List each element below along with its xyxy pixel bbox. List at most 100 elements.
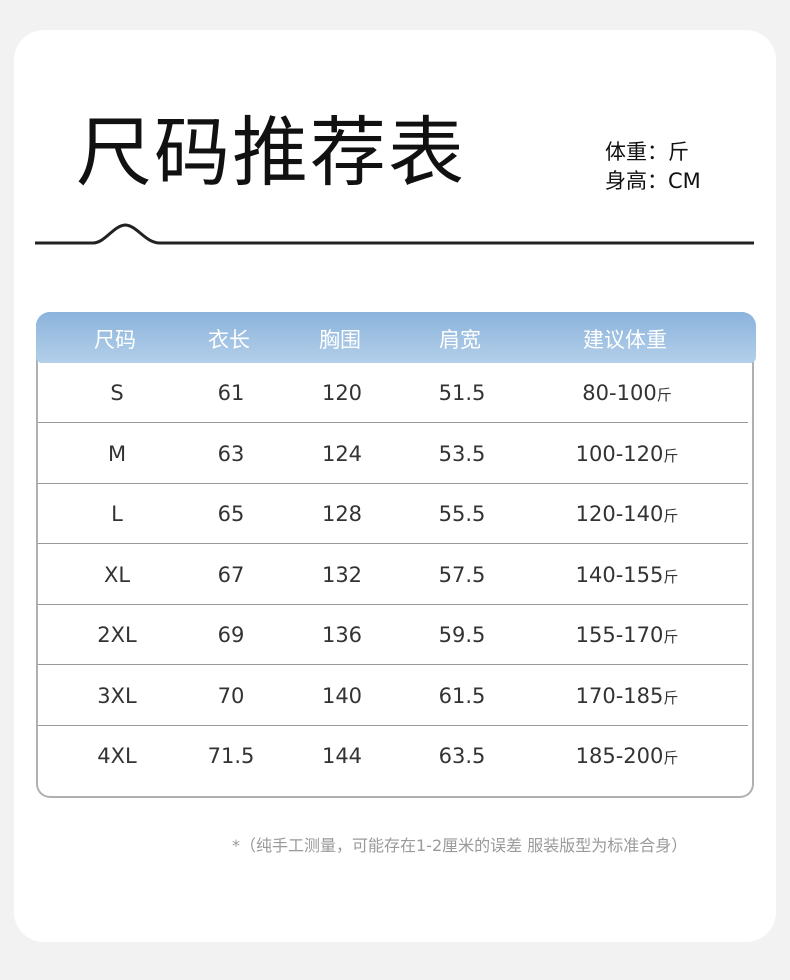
cell-value: 61 [217, 381, 245, 405]
cell-value: 3XL [97, 683, 137, 708]
cell-value: M [107, 441, 127, 466]
table-row: 4XL 71.5 144 63.5 185-200斤 [38, 726, 748, 786]
cell-value: 132 [321, 562, 363, 587]
cell-length: 67 [218, 563, 245, 587]
header-weight: 建议体重 [583, 328, 667, 352]
cell-value: 57.5 [438, 562, 486, 587]
cell-length: 70 [218, 684, 245, 708]
size-table: 尺码 衣长 胸围 肩宽 建议体重 S 61 120 51.5 80-100斤 M 63 124… [36, 312, 756, 798]
cell-value: XL [103, 562, 131, 587]
cell-value: 124 [321, 441, 363, 466]
cell-shoulder: 51.5 [439, 381, 486, 405]
cell-chest: 136 [322, 623, 362, 647]
cell-value: 59.5 [438, 623, 486, 647]
table-row: 2XL 69 136 59.5 155-170斤 [38, 605, 748, 665]
cell-chest: 120 [322, 381, 362, 405]
cell-size: 3XL [97, 684, 136, 708]
cell-value: 69 [217, 623, 245, 647]
cell-value: 71.5 [207, 744, 255, 768]
cell-value: 128 [321, 502, 363, 526]
cell-shoulder: 63.5 [439, 744, 486, 768]
cell-shoulder: 61.5 [439, 684, 486, 708]
cell-value: 2XL [97, 623, 137, 647]
cell-value: 155-170 [575, 623, 664, 647]
cell-weight: 185-200斤 [576, 744, 679, 768]
cell-value: 63 [217, 441, 245, 466]
cell-weight: 155-170斤 [576, 623, 679, 647]
cell-size: 2XL [97, 623, 136, 647]
cell-length: 71.5 [208, 744, 255, 768]
cell-weight: 170-185斤 [576, 684, 679, 708]
row-divider [38, 543, 748, 544]
cell-value: 67 [217, 562, 245, 587]
cell-value: 140 [321, 683, 363, 708]
cell-value: 140-155 [575, 562, 664, 587]
cell-value: 185-200 [575, 744, 664, 768]
cell-size: L [111, 502, 123, 526]
cell-value: 53.5 [438, 441, 486, 466]
cell-chest: 128 [322, 502, 362, 526]
cell-weight: 120-140斤 [576, 502, 679, 526]
cell-shoulder: 55.5 [439, 502, 486, 526]
table-row: M 63 124 53.5 100-120斤 [38, 424, 748, 484]
cell-length: 65 [218, 502, 245, 526]
cell-chest: 144 [322, 744, 362, 768]
cell-value: 120 [321, 381, 363, 405]
cell-value: 63.5 [438, 744, 486, 768]
cell-value: 61.5 [438, 683, 486, 708]
header-size: 尺码 [94, 328, 136, 352]
cell-value: 70 [217, 683, 245, 708]
units-legend: 体重：斤 身高：CM [605, 138, 701, 196]
cell-size: S [110, 381, 123, 405]
header-shoulder: 肩宽 [439, 328, 481, 352]
row-divider [38, 422, 748, 423]
cell-value: 170-185 [575, 683, 664, 708]
weight-unit-label: 斤 [663, 507, 679, 525]
header-chest: 胸围 [319, 328, 361, 352]
cell-value: 80-100 [582, 381, 657, 405]
wave-divider [35, 223, 754, 245]
footnote: *（纯手工测量，可能存在1-2厘米的误差 服装版型为标准合身） [232, 836, 688, 855]
cell-value: 100-120 [575, 441, 664, 466]
cell-value: 120-140 [575, 502, 664, 526]
header-length: 衣长 [208, 328, 250, 352]
table-header: 尺码 衣长 胸围 肩宽 建议体重 [36, 312, 756, 363]
cell-value: 51.5 [438, 381, 486, 405]
cell-size: M [108, 442, 126, 466]
table-row: 3XL 70 140 61.5 170-185斤 [38, 666, 748, 726]
weight-unit-label: 斤 [656, 386, 672, 404]
row-divider [38, 724, 748, 726]
cell-value: S [110, 381, 124, 405]
cell-chest: 132 [322, 563, 362, 587]
cell-weight: 80-100斤 [582, 381, 671, 405]
cell-value: L [111, 502, 123, 526]
cell-value: 65 [217, 502, 245, 526]
cell-chest: 124 [322, 442, 362, 466]
weight-unit: 体重：斤 [605, 140, 689, 164]
row-divider [38, 482, 748, 484]
cell-length: 63 [218, 442, 245, 466]
height-unit: 身高：CM [605, 169, 701, 193]
cell-value: 4XL [97, 744, 137, 768]
cell-value: 136 [321, 623, 363, 647]
table-row: S 61 120 51.5 80-100斤 [38, 363, 748, 423]
table-row: L 65 128 55.5 120-140斤 [38, 484, 748, 544]
cell-shoulder: 59.5 [439, 623, 486, 647]
cell-length: 61 [218, 381, 245, 405]
row-divider [38, 664, 748, 665]
cell-value: 144 [321, 744, 363, 768]
weight-unit-label: 斤 [663, 567, 679, 586]
weight-unit-label: 斤 [663, 446, 679, 465]
weight-unit-label: 斤 [663, 628, 679, 646]
row-divider [38, 603, 748, 605]
cell-shoulder: 57.5 [439, 563, 486, 587]
cell-value: 55.5 [438, 502, 486, 526]
weight-unit-label: 斤 [663, 749, 679, 767]
table-row: XL 67 132 57.5 140-155斤 [38, 545, 748, 605]
cell-size: 4XL [97, 744, 136, 768]
weight-unit-label: 斤 [663, 688, 679, 707]
cell-weight: 100-120斤 [576, 442, 679, 466]
cell-weight: 140-155斤 [576, 563, 679, 587]
cell-shoulder: 53.5 [439, 442, 486, 466]
cell-size: XL [104, 563, 130, 587]
